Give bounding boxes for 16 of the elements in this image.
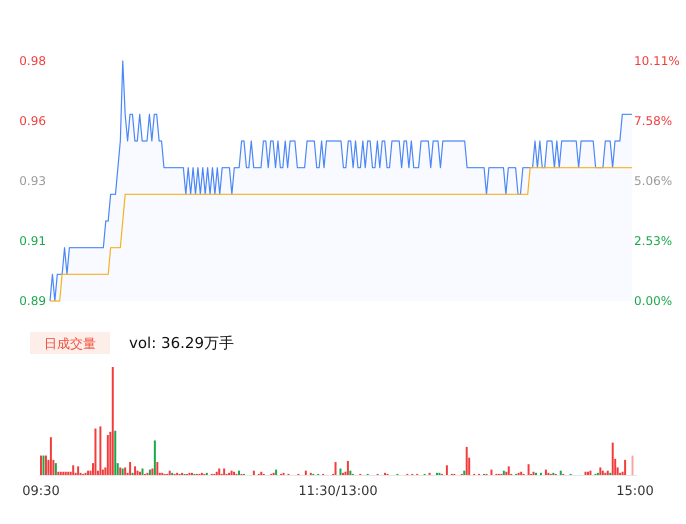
y2-tick-label: 0.00% — [634, 294, 672, 308]
y2-tick-label: 2.53% — [634, 234, 672, 248]
line-series — [49, 167, 633, 302]
x-tick-label: 09:30 — [22, 484, 60, 499]
y-tick-label: 0.93 — [19, 174, 46, 188]
y-tick-label: 0.89 — [19, 294, 46, 308]
text: 日成交量 — [44, 336, 96, 352]
x-tick-label: 15:00 — [616, 484, 654, 499]
y2-tick-label: 7.58% — [634, 114, 672, 128]
y2-tick-label: 5.06% — [634, 174, 672, 188]
text: vol: 36.29万手 — [129, 334, 234, 352]
y-tick-label: 0.98 — [19, 54, 46, 68]
y2-tick-label: 10.11% — [634, 54, 680, 68]
y-tick-label: 0.91 — [19, 234, 46, 248]
x-tick-label: 11:30/13:00 — [298, 484, 378, 499]
y-tick-label: 0.96 — [19, 114, 46, 128]
